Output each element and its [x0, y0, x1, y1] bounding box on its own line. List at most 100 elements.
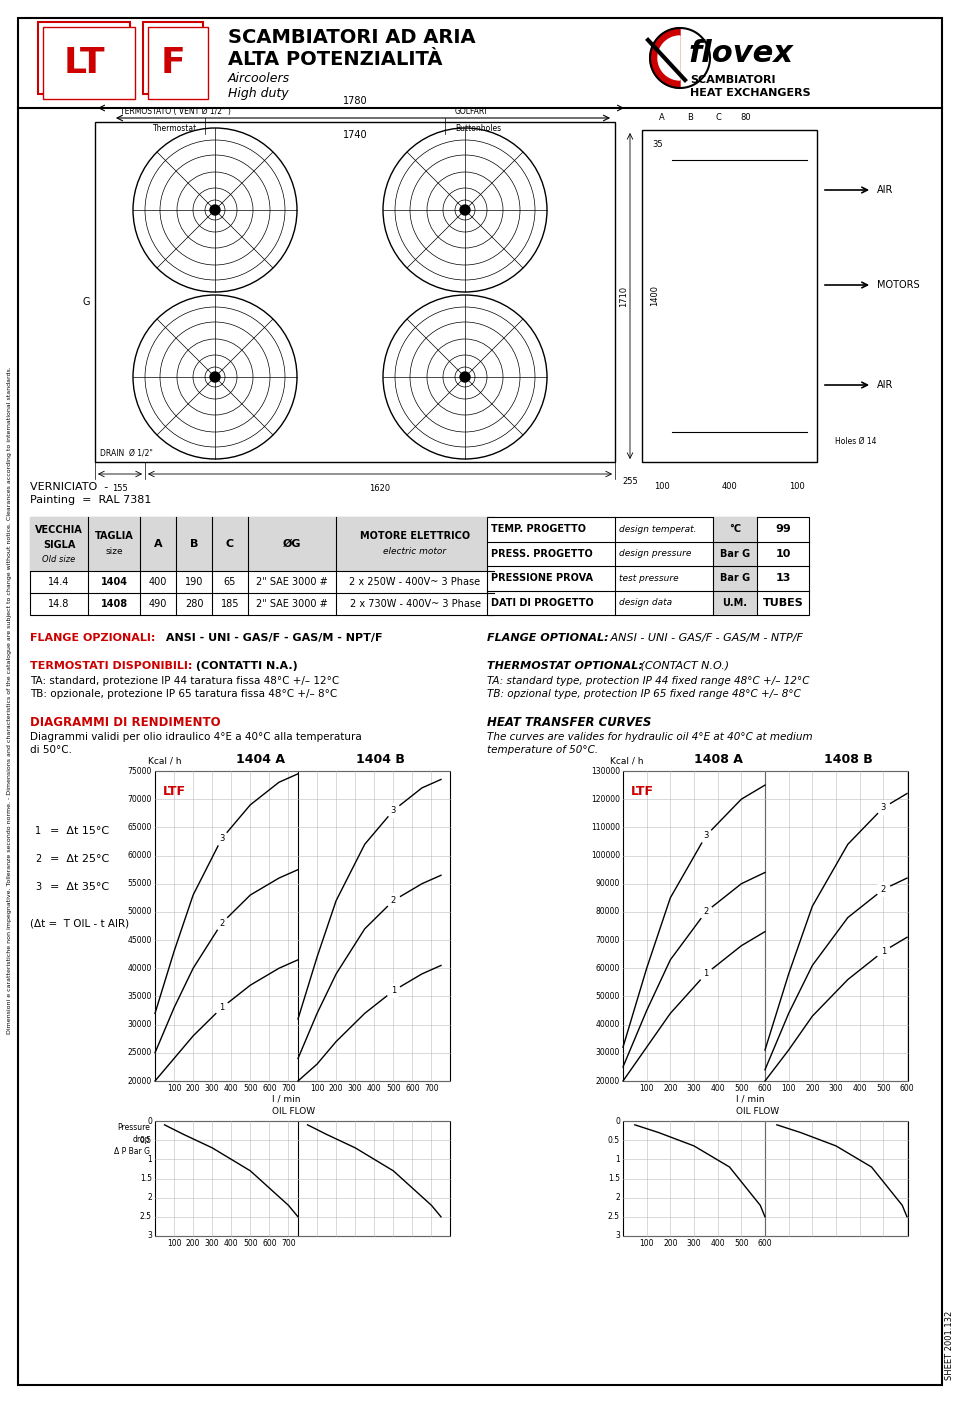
Text: HEAT TRANSFER CURVES: HEAT TRANSFER CURVES	[487, 716, 652, 730]
Text: 280: 280	[184, 599, 204, 609]
Circle shape	[383, 295, 547, 459]
Text: Old size: Old size	[42, 556, 76, 564]
Text: 400: 400	[852, 1085, 867, 1093]
Text: 80000: 80000	[596, 908, 620, 916]
Text: 2 x 250W - 400V~ 3 Phase: 2 x 250W - 400V~ 3 Phase	[349, 577, 481, 586]
Text: 2: 2	[391, 897, 396, 905]
Text: 400: 400	[224, 1085, 239, 1093]
Polygon shape	[650, 28, 680, 88]
Text: 55000: 55000	[128, 880, 152, 888]
Text: 1: 1	[880, 947, 886, 955]
Text: B: B	[190, 539, 198, 549]
Text: 1780: 1780	[343, 95, 368, 107]
Text: 1404: 1404	[101, 577, 128, 586]
Text: SIGLA: SIGLA	[43, 540, 75, 550]
Circle shape	[460, 205, 470, 215]
Text: electric motor: electric motor	[383, 547, 446, 556]
Text: SHEET 2001.132: SHEET 2001.132	[946, 1310, 954, 1381]
Text: 1400: 1400	[650, 285, 659, 306]
Text: LTF: LTF	[163, 786, 186, 798]
Text: 200: 200	[329, 1085, 344, 1093]
Text: LTF: LTF	[631, 786, 654, 798]
Text: DATI DI PROGETTO: DATI DI PROGETTO	[491, 598, 593, 607]
Text: Bar G: Bar G	[720, 574, 750, 584]
Text: 155: 155	[112, 484, 128, 492]
Circle shape	[383, 128, 547, 292]
Bar	[155, 772, 450, 1080]
Text: 400: 400	[224, 1239, 239, 1249]
Text: 100000: 100000	[590, 852, 620, 860]
Circle shape	[210, 372, 220, 382]
Text: 500: 500	[243, 1085, 257, 1093]
Circle shape	[699, 829, 713, 843]
Text: 200: 200	[186, 1239, 201, 1249]
Text: 60000: 60000	[128, 852, 152, 860]
Text: LT: LT	[63, 46, 105, 80]
Text: 400: 400	[721, 483, 737, 491]
Text: 2: 2	[880, 885, 886, 894]
Text: 1408 B: 1408 B	[824, 753, 873, 766]
Text: DRAIN  Ø 1/2": DRAIN Ø 1/2"	[100, 448, 153, 457]
Text: 100: 100	[639, 1239, 654, 1249]
Text: HEAT EXCHANGERS: HEAT EXCHANGERS	[690, 88, 810, 98]
Text: 100: 100	[789, 483, 804, 491]
Text: 1404 A: 1404 A	[235, 753, 284, 766]
Text: 700: 700	[281, 1239, 296, 1249]
Circle shape	[699, 967, 713, 981]
Text: flovex: flovex	[688, 39, 793, 69]
Text: AIR: AIR	[877, 185, 894, 195]
Bar	[143, 22, 203, 94]
Text: 300: 300	[686, 1085, 702, 1093]
Text: 500: 500	[734, 1085, 749, 1093]
Text: 3: 3	[703, 832, 708, 840]
Text: 35000: 35000	[128, 992, 152, 1000]
Text: 2" SAE 3000 #: 2" SAE 3000 #	[256, 599, 328, 609]
Text: Aircoolers: Aircoolers	[228, 72, 290, 86]
Bar	[95, 122, 615, 462]
Text: 1: 1	[391, 986, 396, 995]
Text: 1710: 1710	[619, 285, 628, 307]
Text: design data: design data	[619, 598, 672, 607]
Text: 50000: 50000	[128, 908, 152, 916]
Circle shape	[30, 824, 46, 839]
Circle shape	[386, 984, 400, 998]
Bar	[487, 516, 809, 615]
Text: 600: 600	[262, 1085, 276, 1093]
Text: 0.5: 0.5	[608, 1135, 620, 1145]
Text: 1: 1	[147, 1155, 152, 1164]
Text: 600: 600	[757, 1085, 772, 1093]
Text: TAGLIA: TAGLIA	[95, 530, 133, 542]
Text: 600: 600	[262, 1239, 276, 1249]
Text: design temperat.: design temperat.	[619, 525, 697, 533]
Text: Holes Ø 14: Holes Ø 14	[835, 436, 876, 446]
Text: (Δt =  T OIL - t AIR): (Δt = T OIL - t AIR)	[30, 919, 130, 929]
Text: 2: 2	[35, 854, 41, 864]
Text: SCAMBIATORI AD ARIA: SCAMBIATORI AD ARIA	[228, 28, 475, 46]
Circle shape	[215, 916, 228, 930]
Text: C: C	[715, 114, 721, 122]
Circle shape	[699, 905, 713, 919]
Text: test pressure: test pressure	[619, 574, 679, 582]
Text: 110000: 110000	[591, 824, 620, 832]
Bar	[713, 542, 757, 565]
Text: Thermostat: Thermostat	[153, 123, 197, 133]
Text: TA: standard, protezione IP 44 taratura fissa 48°C +/– 12°C: TA: standard, protezione IP 44 taratura …	[30, 676, 339, 686]
Text: A: A	[154, 539, 162, 549]
Text: Buttonholes: Buttonholes	[455, 123, 501, 133]
Text: 2: 2	[147, 1193, 152, 1202]
Circle shape	[876, 801, 890, 815]
Text: 200: 200	[663, 1085, 678, 1093]
Text: 2.5: 2.5	[608, 1212, 620, 1222]
Text: 3: 3	[615, 1232, 620, 1240]
Text: 1620: 1620	[370, 484, 391, 492]
Text: ØG: ØG	[283, 539, 301, 549]
Circle shape	[386, 804, 400, 818]
Text: GOLFARI: GOLFARI	[455, 107, 488, 116]
Circle shape	[215, 1000, 228, 1014]
Text: F: F	[160, 46, 185, 80]
Text: 500: 500	[243, 1239, 257, 1249]
Text: 65000: 65000	[128, 824, 152, 832]
Text: l / min: l / min	[735, 1094, 764, 1104]
Text: 2 x 730W - 400V~ 3 Phase: 2 x 730W - 400V~ 3 Phase	[349, 599, 481, 609]
Text: 65: 65	[224, 577, 236, 586]
